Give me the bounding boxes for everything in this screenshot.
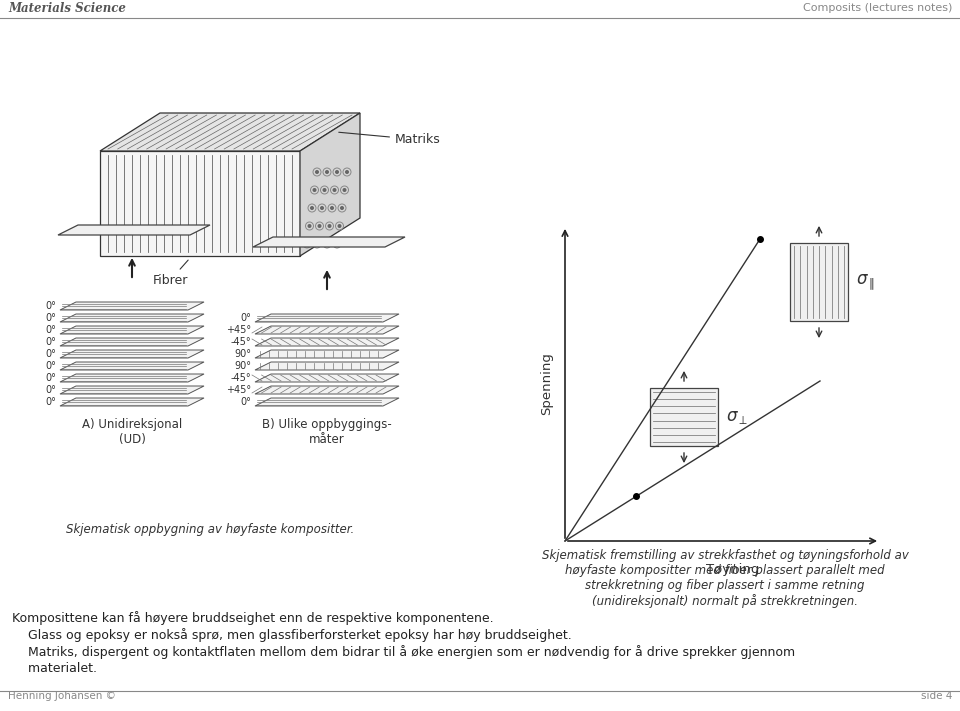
Polygon shape xyxy=(255,374,399,382)
Circle shape xyxy=(325,242,328,245)
Circle shape xyxy=(336,171,338,173)
Text: 0°: 0° xyxy=(45,373,56,383)
Circle shape xyxy=(336,242,338,245)
Text: Henning Johansen ©: Henning Johansen © xyxy=(8,691,116,701)
Circle shape xyxy=(305,242,308,245)
Polygon shape xyxy=(60,374,204,382)
Text: 0°: 0° xyxy=(240,397,251,407)
Text: 0°: 0° xyxy=(45,349,56,359)
Text: Matriks: Matriks xyxy=(339,132,441,146)
Text: 0°: 0° xyxy=(45,361,56,371)
Text: side 4: side 4 xyxy=(921,691,952,701)
Polygon shape xyxy=(255,362,399,370)
Text: Composits (lectures notes): Composits (lectures notes) xyxy=(803,3,952,13)
Circle shape xyxy=(333,188,336,191)
Text: Materials Science: Materials Science xyxy=(8,1,126,14)
Circle shape xyxy=(346,171,348,173)
Text: 0°: 0° xyxy=(45,313,56,323)
Text: $\sigma_{\perp}$: $\sigma_{\perp}$ xyxy=(726,408,748,426)
Polygon shape xyxy=(100,113,360,151)
Polygon shape xyxy=(60,350,204,358)
Text: strekkretning og fiber plassert i samme retning: strekkretning og fiber plassert i samme … xyxy=(586,579,865,592)
Polygon shape xyxy=(60,362,204,370)
Bar xyxy=(650,388,718,446)
Circle shape xyxy=(328,225,331,228)
Text: -45°: -45° xyxy=(230,337,251,347)
Text: høyfaste kompositter med fiber plassert parallelt med: høyfaste kompositter med fiber plassert … xyxy=(565,564,885,577)
Circle shape xyxy=(308,225,311,228)
Polygon shape xyxy=(60,314,204,322)
Text: 0°: 0° xyxy=(45,337,56,347)
Polygon shape xyxy=(255,338,399,346)
Polygon shape xyxy=(60,302,204,310)
Polygon shape xyxy=(58,225,210,235)
Text: $\sigma_{\parallel}$: $\sigma_{\parallel}$ xyxy=(856,272,876,292)
Text: Glass og epoksy er nokså sprø, men glassfiberforsterket epoksy har høy bruddseig: Glass og epoksy er nokså sprø, men glass… xyxy=(12,628,572,642)
Text: 0°: 0° xyxy=(45,385,56,395)
Polygon shape xyxy=(255,326,399,334)
Text: +45°: +45° xyxy=(226,325,251,335)
Circle shape xyxy=(341,207,344,209)
Text: Fibrer: Fibrer xyxy=(153,260,188,287)
Polygon shape xyxy=(60,326,204,334)
Text: materialet.: materialet. xyxy=(12,662,97,675)
Polygon shape xyxy=(253,237,405,247)
Text: (unidireksjonalt) normalt på strekkretningen.: (unidireksjonalt) normalt på strekkretni… xyxy=(592,594,858,608)
Polygon shape xyxy=(255,398,399,406)
Text: Skjematisk oppbygning av høyfaste kompositter.: Skjematisk oppbygning av høyfaste kompos… xyxy=(66,523,354,536)
Circle shape xyxy=(338,225,341,228)
Circle shape xyxy=(316,171,319,173)
Polygon shape xyxy=(255,386,399,394)
Bar xyxy=(790,243,848,321)
Circle shape xyxy=(324,188,325,191)
Circle shape xyxy=(313,188,316,191)
Text: 0°: 0° xyxy=(45,325,56,335)
Polygon shape xyxy=(300,113,360,256)
Text: B) Ulike oppbyggings-
måter: B) Ulike oppbyggings- måter xyxy=(262,418,392,446)
Text: Skjematisk fremstilling av strekkfasthet og tøyningsforhold av: Skjematisk fremstilling av strekkfasthet… xyxy=(541,549,908,562)
Text: 90°: 90° xyxy=(234,349,251,359)
Circle shape xyxy=(325,171,328,173)
Text: A) Unidireksjonal
(UD): A) Unidireksjonal (UD) xyxy=(82,418,182,446)
Text: 0°: 0° xyxy=(240,313,251,323)
Text: Tøyning: Tøyning xyxy=(706,563,759,576)
Polygon shape xyxy=(60,386,204,394)
Polygon shape xyxy=(60,398,204,406)
Text: Komposittene kan få høyere bruddseighet enn de respektive komponentene.: Komposittene kan få høyere bruddseighet … xyxy=(12,611,493,625)
Text: Spenning: Spenning xyxy=(540,352,554,415)
Text: 0°: 0° xyxy=(45,397,56,407)
Polygon shape xyxy=(255,314,399,322)
Text: 0°: 0° xyxy=(45,301,56,311)
Circle shape xyxy=(330,207,333,209)
Polygon shape xyxy=(100,151,300,256)
Polygon shape xyxy=(60,338,204,346)
Circle shape xyxy=(344,188,346,191)
Polygon shape xyxy=(255,350,399,358)
Circle shape xyxy=(321,207,324,209)
Text: 90°: 90° xyxy=(234,361,251,371)
Text: -45°: -45° xyxy=(230,373,251,383)
Text: +45°: +45° xyxy=(226,385,251,395)
Circle shape xyxy=(316,242,319,245)
Circle shape xyxy=(318,225,321,228)
Circle shape xyxy=(311,207,313,209)
Text: Matriks, dispergent og kontaktflaten mellom dem bidrar til å øke energien som er: Matriks, dispergent og kontaktflaten mel… xyxy=(12,645,795,659)
